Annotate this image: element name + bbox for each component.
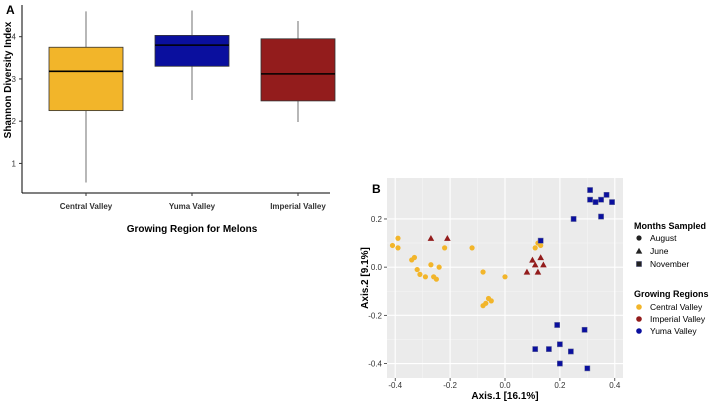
data-point (568, 348, 574, 355)
data-point (587, 196, 593, 203)
y-tick-label: -0.2 (368, 311, 382, 320)
y-tick-label: 4 (12, 33, 17, 42)
data-point (433, 276, 439, 282)
panel-b-x-ticks: -0.4 -0.2 0.0 0.2 0.4 (388, 378, 621, 390)
data-point (480, 303, 486, 309)
panel-b-x-axis-title: Axis.1 [16.1%] (471, 391, 538, 402)
series-imperial-valley (427, 234, 547, 275)
data-point (532, 245, 538, 251)
data-point (529, 256, 536, 263)
y-tick-label: 2 (12, 117, 17, 126)
legend-label: Central Valley (650, 302, 703, 312)
panel-a-x-axis-title: Growing Region for Melons (127, 224, 258, 235)
data-point (570, 216, 577, 222)
data-point (537, 237, 544, 244)
data-point (502, 274, 508, 280)
data-point (488, 298, 494, 304)
data-point (609, 199, 615, 205)
x-tick-label: 0.2 (554, 381, 566, 390)
legend-label: June (650, 246, 669, 256)
panel-b: B -0.4 -0.2 0.0 0.2 -0.4 -0.2 0.0 0.2 0.4 Axis.… (360, 178, 709, 402)
data-point (395, 245, 401, 251)
data-point (538, 242, 544, 249)
box-yuma-valley (154, 10, 230, 101)
panel-a-boxes (48, 10, 336, 183)
panel-b-points (389, 187, 615, 372)
data-point (444, 234, 451, 241)
box-iqr (260, 38, 336, 102)
y-tick-label: 1 (12, 159, 17, 168)
x-tick-label: 0.0 (499, 381, 511, 390)
data-point (603, 192, 610, 198)
legend-key-triangle (635, 247, 643, 254)
legend-title-months: Months Sampled (634, 221, 706, 231)
legend-key-circle (636, 235, 642, 241)
data-point (581, 326, 588, 333)
x-tick-label: -0.4 (388, 381, 402, 390)
data-point (546, 346, 552, 352)
data-point (442, 245, 448, 251)
box-imperial-valley (260, 21, 336, 123)
data-point (557, 360, 563, 367)
data-point (523, 268, 531, 275)
data-point (428, 262, 434, 268)
panel-a-y-axis-title: Shannon Diversity Index (3, 21, 14, 138)
data-point (414, 266, 420, 273)
y-tick-label: -0.4 (368, 360, 382, 369)
x-tick-label: Central Valley (60, 202, 113, 211)
data-point (427, 234, 435, 241)
legend-label: Imperial Valley (650, 314, 706, 324)
series-central-valley (389, 235, 544, 309)
data-point (532, 346, 539, 352)
legend-key-square (636, 261, 642, 267)
box-iqr (154, 35, 230, 67)
data-point (592, 199, 599, 205)
panel-a-label: A (6, 3, 15, 17)
data-point (557, 341, 563, 348)
x-tick-label: Imperial Valley (270, 202, 326, 211)
series-yuma-valley (532, 187, 615, 372)
panel-b-y-ticks: -0.4 -0.2 0.0 0.2 (368, 215, 387, 369)
data-point (422, 274, 429, 280)
data-point (469, 245, 475, 251)
data-point (534, 268, 542, 275)
y-tick-label: 0.2 (371, 215, 383, 224)
data-point (587, 187, 593, 193)
data-point (537, 254, 544, 261)
y-tick-label: 3 (12, 75, 17, 84)
panel-b-grid (387, 178, 623, 378)
data-point (411, 254, 418, 261)
legend-key-color (636, 328, 642, 334)
data-point (598, 213, 604, 220)
x-tick-label: 0.4 (609, 381, 621, 390)
panel-b-legend: Months Sampled August June November Growing … (634, 221, 709, 336)
x-tick-label: -0.2 (443, 381, 457, 390)
data-point (540, 261, 547, 268)
panel-a: A 1 2 3 4 Central Valley Yuma Valley Imperial… (3, 3, 336, 235)
panel-a-y-ticks: 1 2 3 4 (12, 33, 22, 168)
data-point (531, 261, 539, 268)
legend-label: November (650, 259, 689, 269)
box-iqr (48, 46, 124, 112)
data-point (584, 365, 591, 372)
data-point (598, 196, 604, 203)
legend-key-color (636, 316, 642, 322)
data-point (554, 322, 560, 328)
data-point (395, 235, 401, 241)
x-tick-label: Yuma Valley (169, 202, 216, 211)
panel-b-label: B (372, 182, 381, 196)
panel-a-x-ticks: Central Valley Yuma Valley Imperial Valley (60, 193, 326, 211)
data-point (436, 264, 442, 270)
y-tick-label: 0.0 (371, 263, 383, 272)
legend-key-color (636, 304, 642, 310)
data-point (417, 271, 423, 277)
legend-label: August (650, 233, 677, 243)
data-point (389, 242, 396, 249)
panel-b-y-axis-title: Axis.2 [9.1%] (360, 247, 371, 309)
legend-title-regions: Growing Regions (634, 289, 709, 299)
box-central-valley (48, 11, 124, 183)
data-point (480, 269, 486, 275)
legend-label: Yuma Valley (650, 326, 697, 336)
